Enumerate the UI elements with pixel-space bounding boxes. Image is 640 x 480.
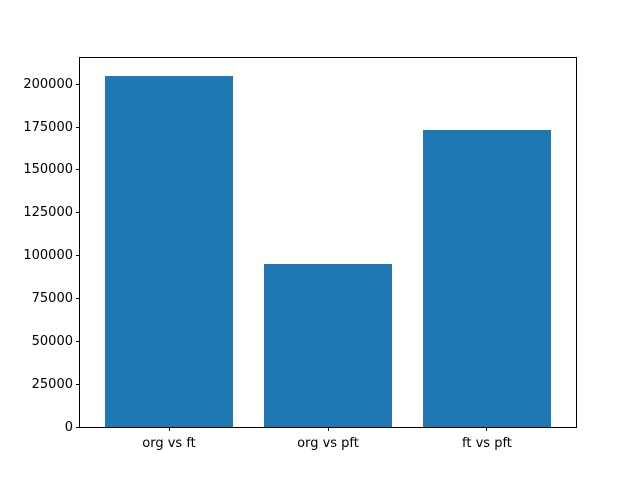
y-axis-tick-label: 25000 xyxy=(31,376,73,392)
y-axis-tick-label: 75000 xyxy=(31,290,73,306)
x-axis-tick-label: org vs ft xyxy=(142,436,196,451)
y-axis-tick xyxy=(76,383,80,385)
x-axis-tick-label: ft vs pft xyxy=(462,436,512,451)
y-axis-tick xyxy=(76,255,80,257)
y-axis-tick-label: 50000 xyxy=(31,333,73,349)
bar xyxy=(264,264,392,427)
x-axis-tick xyxy=(486,427,488,431)
y-axis-tick-label: 125000 xyxy=(23,205,73,221)
y-axis-tick-label: 0 xyxy=(64,419,73,435)
y-axis-tick-label: 200000 xyxy=(23,76,73,92)
x-axis-tick xyxy=(327,427,329,431)
y-axis-tick xyxy=(76,426,80,428)
y-axis-tick-label: 100000 xyxy=(23,248,73,264)
y-axis-tick xyxy=(76,169,80,171)
bar xyxy=(423,130,551,427)
y-axis-tick xyxy=(76,212,80,214)
y-axis-tick xyxy=(76,83,80,85)
y-axis-tick xyxy=(76,340,80,342)
bar xyxy=(105,75,233,427)
y-axis-tick-label: 150000 xyxy=(23,162,73,178)
y-axis-tick xyxy=(76,126,80,128)
y-axis-tick-label: 175000 xyxy=(23,119,73,135)
plot-area xyxy=(80,58,576,427)
x-axis-tick-label: org vs pft xyxy=(297,436,359,451)
x-axis-tick xyxy=(168,427,170,431)
y-axis-tick xyxy=(76,297,80,299)
